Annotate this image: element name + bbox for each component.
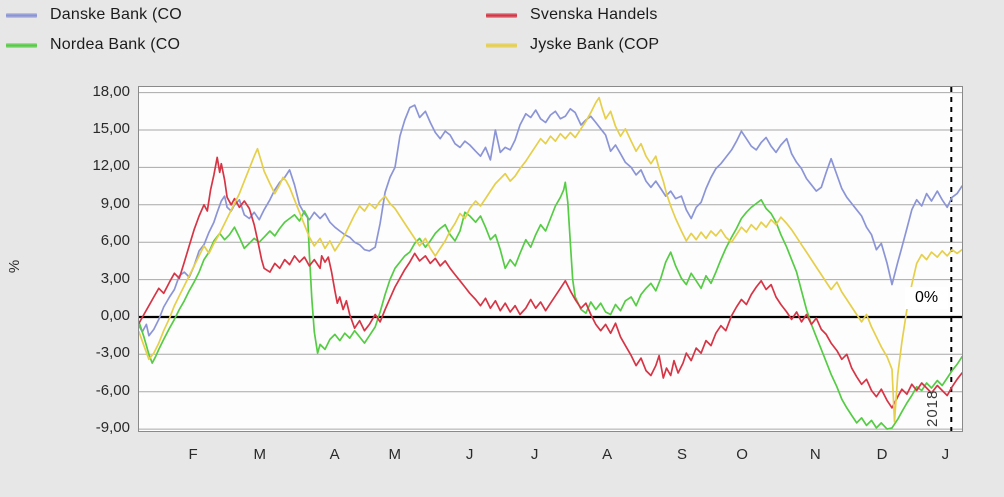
legend-item-svenska: Svenska Handels [486,5,658,25]
y-tick-label: 3,00 [100,269,130,287]
series-lines-canvas [139,87,962,431]
nordea-line-swatch-icon [6,42,37,48]
x-tick-label: F [188,446,198,463]
legend-item-nordea: Nordea Bank (CO [6,35,180,55]
legend-label: Svenska Handels [530,6,658,23]
x-tick-label: D [876,446,888,463]
x-tick-label: M [253,446,267,463]
svenska-line-swatch-icon [486,12,517,18]
legend-item-jyske: Jyske Bank (COP [486,35,659,55]
y-tick-label: 15,00 [92,120,130,137]
y-tick-label: 0,00 [100,306,130,324]
x-tick-label: J [941,446,950,463]
x-tick-label: M [388,446,402,463]
y-tick-label: 6,00 [100,232,130,250]
legend-label: Nordea Bank (CO [50,36,181,53]
jyske-line-swatch-icon [486,42,517,48]
legend-item-danske: Danske Bank (CO [6,5,182,25]
y-tick-label: -9,00 [95,419,130,437]
y-tick-label: -3,00 [95,344,130,362]
year-2018-label: 2018 [924,389,941,427]
x-tick-label: S [676,446,687,463]
y-tick-label: 9,00 [100,194,130,212]
x-tick-label: J [465,446,474,463]
legend-label: Jyske Bank (COP [530,36,660,53]
zero-percent-label: 0% [905,287,948,309]
x-tick-label: A [602,446,613,463]
danske-line-swatch-icon [6,12,37,18]
plot-area[interactable] [138,86,963,432]
x-tick-label: N [809,446,821,463]
legend-label: Danske Bank (CO [50,6,182,23]
y-tick-label: 18,00 [92,82,130,100]
x-tick-label: A [329,446,340,463]
y-tick-label: -6,00 [95,381,130,399]
x-tick-label: J [530,446,539,463]
y-tick-label: 12,00 [92,157,130,175]
x-tick-label: O [736,446,748,463]
y-axis-title: % [6,259,24,274]
